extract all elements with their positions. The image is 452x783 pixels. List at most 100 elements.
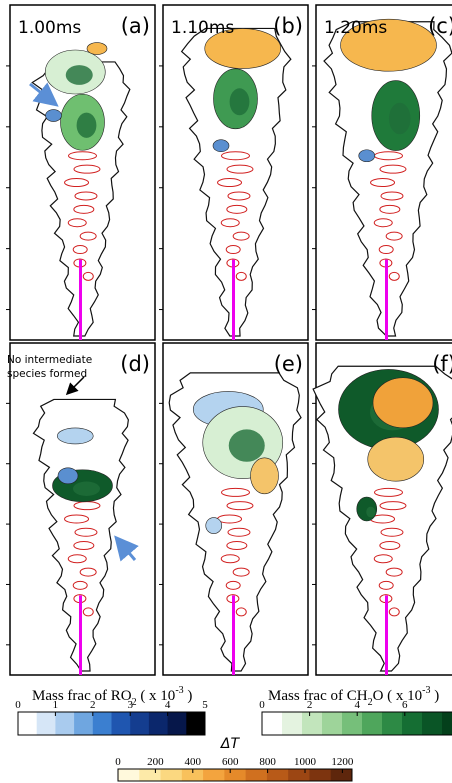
colorbar-swatch xyxy=(362,712,383,735)
species-region xyxy=(372,377,434,429)
colorbar-swatch xyxy=(402,712,423,735)
script-text: 2 xyxy=(132,697,137,708)
temperature-contour xyxy=(385,567,403,577)
temperature-contour xyxy=(82,607,94,617)
panel-label: (a) xyxy=(121,14,150,38)
temperature-contour xyxy=(220,554,240,564)
panel: (d) No intermediate species formed xyxy=(6,342,156,676)
panel: (f) xyxy=(312,342,452,676)
temperature-contour xyxy=(67,218,87,228)
colorbar-tick-label: 1000 xyxy=(294,756,317,768)
species-core xyxy=(229,88,250,116)
colorbar-tick-label: 200 xyxy=(147,756,164,768)
colorbar-frame xyxy=(261,711,452,736)
arrow xyxy=(65,376,85,396)
colorbar-tick-label: 0 xyxy=(259,699,265,711)
temperature-contour xyxy=(221,151,250,161)
temperature-contour xyxy=(67,554,87,564)
temperature-contour xyxy=(221,487,250,497)
temperature-contour xyxy=(226,541,248,551)
colorbar-swatch xyxy=(130,712,150,735)
time-label: 1.00ms xyxy=(18,18,81,38)
temperature-contour xyxy=(73,204,95,214)
temperature-contour xyxy=(226,501,254,511)
colorbar-swatch xyxy=(330,769,353,781)
temperature-contour xyxy=(79,567,97,577)
colorbar-swatch xyxy=(167,712,187,735)
colorbar-swatch xyxy=(382,712,403,735)
colorbar-tick-label: 6 xyxy=(402,699,408,711)
panel-label: (f) xyxy=(432,352,452,376)
temperature-contour xyxy=(374,487,403,497)
temperature-contour xyxy=(379,501,407,511)
colorbar-swatch xyxy=(139,769,162,781)
temperature-contour xyxy=(379,164,407,174)
temperature-contour xyxy=(73,164,101,174)
colorbar-swatch xyxy=(288,769,310,781)
temperature-contour xyxy=(220,218,240,228)
panel: (e) xyxy=(159,342,309,676)
time-label: 1.20ms xyxy=(324,18,387,38)
colorbar-swatch xyxy=(36,712,56,735)
plume-outline xyxy=(180,27,292,337)
colorbar-swatch xyxy=(181,769,204,781)
colorbar-tick-label: 4 xyxy=(354,699,360,711)
temperature-contour xyxy=(217,178,243,188)
temperature-contour xyxy=(385,231,403,241)
colorbar-swatch xyxy=(342,712,363,735)
temperature-contour xyxy=(380,527,404,537)
colorbar-swatch xyxy=(148,712,169,735)
script-text: -3 xyxy=(175,685,183,696)
colorbar-tick-label: 1 xyxy=(53,699,59,711)
temperature-contour xyxy=(64,514,90,524)
colorbar-title: Mass frac of RO2 ( x 10-3 ) xyxy=(32,685,192,708)
colorbar-swatch xyxy=(186,712,206,735)
species-region xyxy=(358,149,376,163)
temperature-contour xyxy=(226,204,248,214)
colorbar-swatch xyxy=(262,712,283,735)
time-label: 1.10ms xyxy=(171,18,234,38)
colorbar-swatch xyxy=(203,769,225,781)
species-region xyxy=(250,457,279,495)
temperature-contour xyxy=(235,607,247,617)
plume-outline xyxy=(31,61,131,337)
title-text: ) xyxy=(430,688,439,704)
annotation: No intermediate xyxy=(7,354,92,366)
panel: 1.00ms (a) xyxy=(6,4,156,341)
temperature-contour xyxy=(72,580,88,590)
colorbar-tick-label: 0 xyxy=(115,756,121,768)
temperature-contour xyxy=(232,567,250,577)
panel-label: (b) xyxy=(273,14,303,38)
temperature-contour xyxy=(388,271,400,281)
arrow xyxy=(29,82,59,107)
temperature-contour xyxy=(232,231,250,241)
colorbar-swatch xyxy=(74,712,94,735)
colorbar-tick-label: 4 xyxy=(165,699,171,711)
colorbar: Mass frac of CH2O ( x 10-3 )0 2 4 6 xyxy=(259,685,452,736)
temperature-contour xyxy=(64,178,90,188)
colorbar-title: ΔT xyxy=(220,736,241,752)
temperature-contour xyxy=(82,271,94,281)
colorbar-swatch xyxy=(282,712,303,735)
species-region xyxy=(205,517,223,534)
temperature-contour xyxy=(373,218,393,228)
title-text: O ( x 10 xyxy=(373,688,423,704)
colorbar-tick-label: 800 xyxy=(259,756,276,768)
title-text: Mass frac of RO xyxy=(32,688,132,704)
colorbar-swatch xyxy=(422,712,443,735)
temperature-contour xyxy=(68,151,97,161)
species-region xyxy=(56,427,94,445)
panel: 1.10ms (b) xyxy=(159,4,309,341)
species-core xyxy=(76,112,97,138)
species-core xyxy=(388,102,411,135)
temperature-contour xyxy=(73,541,95,551)
species-region xyxy=(212,139,230,152)
species-region xyxy=(367,436,425,482)
panel: 1.20ms (c) xyxy=(312,4,452,341)
temperature-contour xyxy=(79,231,97,241)
colorbar-tick-label: 0 xyxy=(15,699,21,711)
colorbar-swatch xyxy=(309,769,332,781)
temperature-contour xyxy=(388,607,400,617)
